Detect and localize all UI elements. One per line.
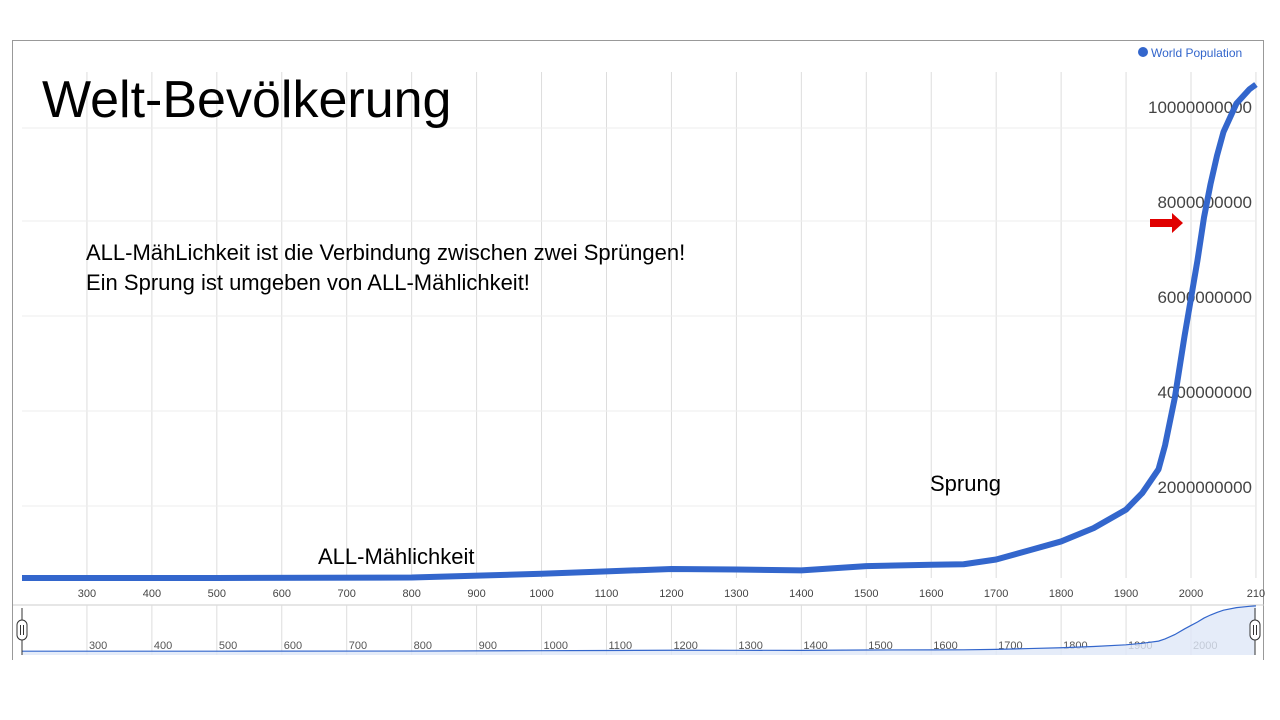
text-line-2: Ein Sprung ist umgeben von ALL-Mählichke…: [86, 270, 530, 295]
x-tick-label: 1000: [529, 588, 553, 600]
nav-tick-label: 900: [479, 640, 497, 652]
x-tick-label: 900: [467, 588, 485, 600]
legend-world-population[interactable]: World Population: [1138, 46, 1242, 60]
x-tick-label: 500: [208, 588, 226, 600]
x-tick-label: 2000: [1179, 588, 1203, 600]
y-tick-label: 10000000000: [1148, 98, 1252, 117]
annotation-allmaehlichkeit: ALL-Mählichkeit: [318, 544, 475, 569]
x-tick-label: 400: [143, 588, 161, 600]
x-tick-label: 1700: [984, 588, 1008, 600]
navigator-area: [22, 605, 1256, 655]
x-tick-label: 1500: [854, 588, 878, 600]
x-tick-label: 1300: [724, 588, 748, 600]
nav-tick-label: 500: [219, 640, 237, 652]
navigator-line: [22, 605, 1256, 652]
x-tick-label: 800: [402, 588, 420, 600]
text-line-1: ALL-MähLichkeit ist die Verbindung zwisc…: [86, 240, 686, 265]
annotation-sprung: Sprung: [930, 471, 1001, 496]
nav-tick-label: 300: [89, 640, 107, 652]
x-tick-label: 1900: [1114, 588, 1138, 600]
nav-tick-label: 1600: [933, 640, 957, 652]
range-handle-left[interactable]: [16, 608, 28, 655]
x-tick-label: 1400: [789, 588, 813, 600]
nav-tick-label: 600: [284, 640, 302, 652]
nav-tick-label: 1000: [544, 640, 568, 652]
nav-tick-label: 400: [154, 640, 172, 652]
x-tick-label: 300: [78, 588, 96, 600]
nav-tick-label: 1300: [738, 640, 762, 652]
range-handle-right[interactable]: [1249, 608, 1261, 655]
y-tick-label: 6000000000: [1157, 288, 1252, 307]
page-title: Welt-Bevölkerung: [42, 71, 452, 129]
y-tick-label: 2000000000: [1157, 478, 1252, 497]
x-tick-label: 1600: [919, 588, 943, 600]
chart-frame: [12, 40, 1264, 660]
x-tick-label: 700: [338, 588, 356, 600]
nav-tick-label: 1100: [609, 640, 633, 652]
x-tick-label: 600: [273, 588, 291, 600]
x-tick-label: 1800: [1049, 588, 1073, 600]
legend-dot-icon: [1138, 47, 1148, 57]
y-tick-label: 4000000000: [1157, 383, 1252, 402]
population-line: [22, 82, 1258, 581]
x-tick-label: 1100: [595, 588, 619, 600]
x-tick-label: 1200: [659, 588, 683, 600]
legend-label: World Population: [1151, 46, 1243, 60]
nav-tick-label: 1500: [868, 640, 892, 652]
nav-tick-label: 700: [349, 640, 367, 652]
red-arrow-icon: [1150, 213, 1183, 233]
nav-tick-label: 800: [414, 640, 432, 652]
x-tick-label: 210: [1247, 588, 1265, 600]
nav-tick-label: 1200: [673, 640, 697, 652]
nav-tick-label: 1400: [803, 640, 827, 652]
